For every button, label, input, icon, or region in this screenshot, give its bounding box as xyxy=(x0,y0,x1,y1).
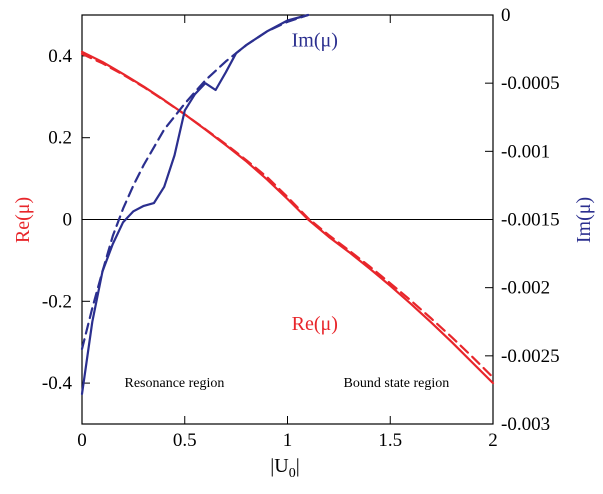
y-left-tick-label: -0.4 xyxy=(42,373,73,394)
x-axis-title-main: |U xyxy=(270,455,289,477)
axis-ticks: 0 0.5 1 1.5 2 -0.4 -0.2 0 0.2 0.4 -0.003 -0.0025 -0.… xyxy=(42,5,560,451)
x-axis-title: |U0| xyxy=(270,455,299,481)
y-left-tick-label: 0.2 xyxy=(48,128,72,149)
x-tick-label: 1.5 xyxy=(378,430,402,451)
x-tick-label: 2 xyxy=(488,430,498,451)
y-right-tick-label: 0 xyxy=(501,5,511,26)
x-axis-title-end: | xyxy=(296,455,300,477)
y-right-tick-label: -0.0005 xyxy=(501,73,560,94)
x-tick-label: 0.5 xyxy=(173,430,197,451)
region-annotation: Bound state region xyxy=(344,376,450,391)
series-line-re-solid xyxy=(80,50,495,385)
x-tick-label: 1 xyxy=(283,430,293,451)
y-right-tick-label: -0.003 xyxy=(501,414,550,435)
y-axis-right-title: Im(μ) xyxy=(573,197,595,243)
series-label-im: Im(μ) xyxy=(292,29,338,51)
y-left-tick-label: -0.2 xyxy=(42,291,72,312)
series-label-re: Re(μ) xyxy=(292,313,338,335)
series-line-im-dashed xyxy=(80,13,310,351)
plot-area xyxy=(81,14,494,425)
series-layer xyxy=(80,13,495,396)
x-tick-label: 0 xyxy=(77,430,87,451)
y-left-tick-label: 0 xyxy=(63,210,73,231)
series-line-re-dashed xyxy=(80,52,495,379)
y-right-tick-label: -0.001 xyxy=(501,141,550,162)
x-axis-title-subscript: 0 xyxy=(289,466,296,481)
y-right-tick-label: -0.0025 xyxy=(501,346,560,367)
label-layer: Resonance region Bound state region Re(μ) I… xyxy=(125,29,450,391)
y-right-tick-label: -0.002 xyxy=(501,278,550,299)
region-annotation: Resonance region xyxy=(125,376,225,391)
y-left-tick-label: 0.4 xyxy=(48,46,72,67)
y-axis-left-title: Re(μ) xyxy=(12,197,34,243)
y-right-tick-label: -0.0015 xyxy=(501,210,560,231)
